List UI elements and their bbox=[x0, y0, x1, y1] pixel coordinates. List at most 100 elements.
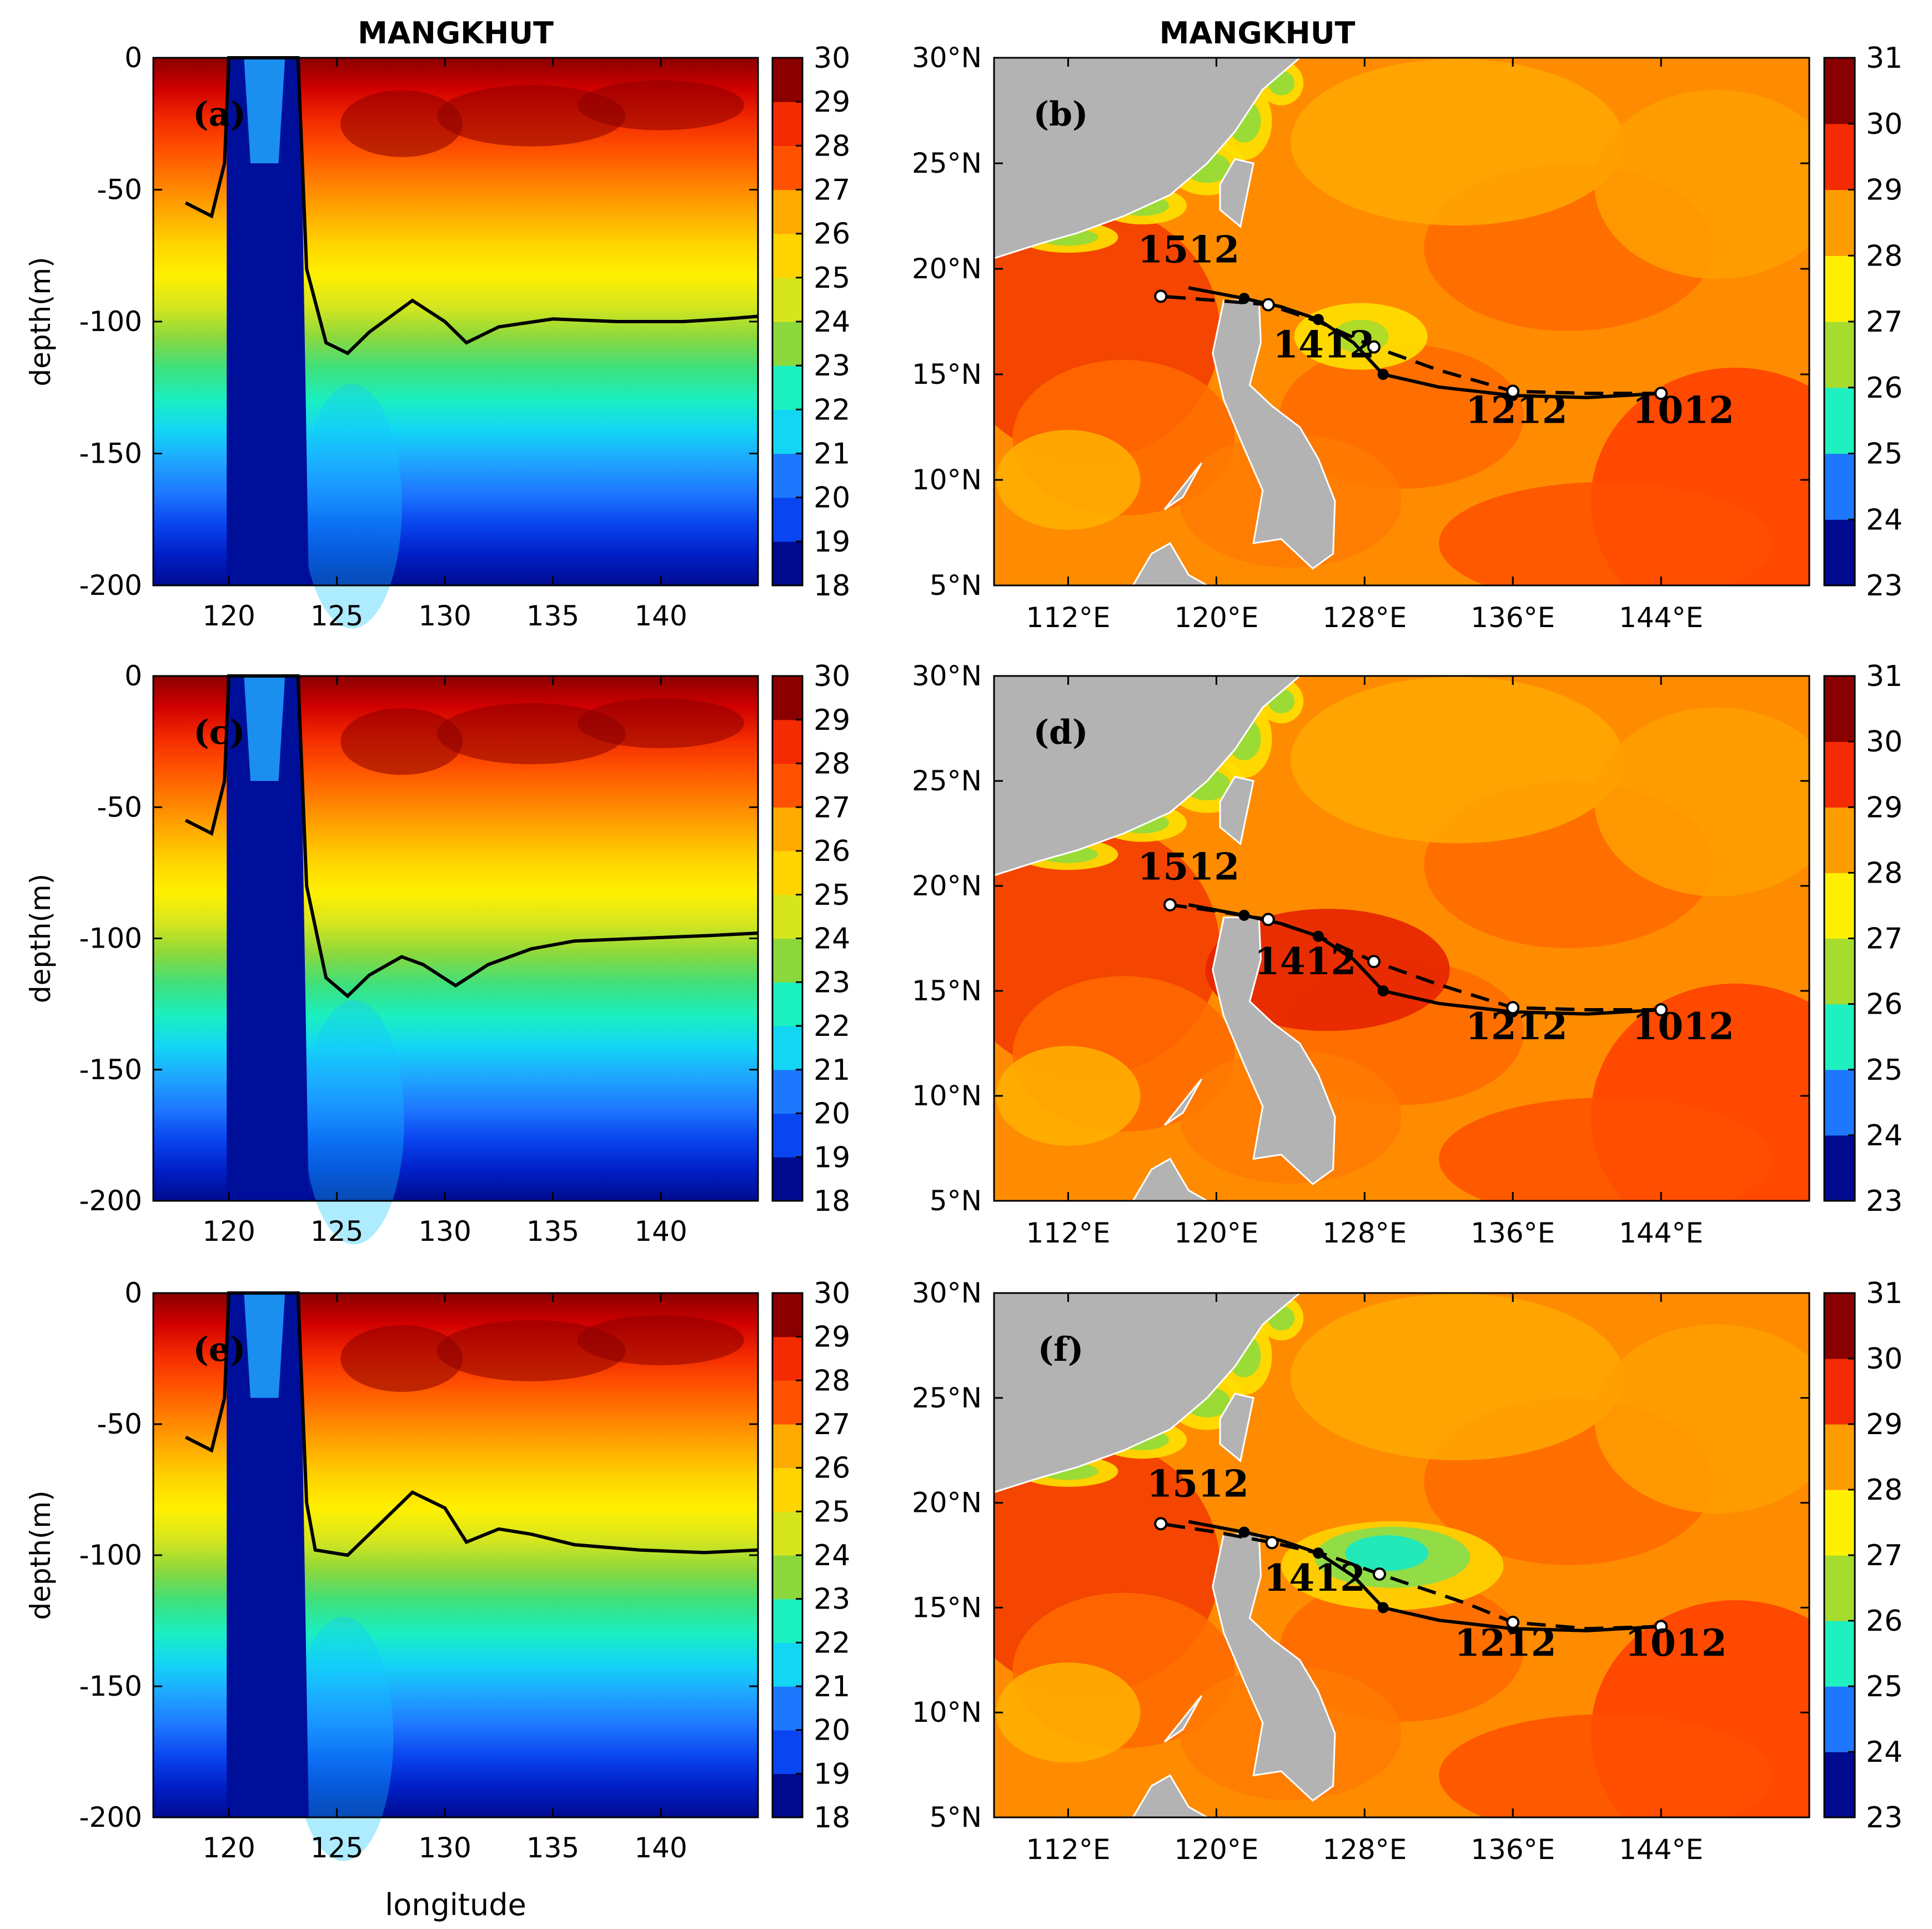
x-tick-label: 135 bbox=[526, 600, 579, 632]
model-track-point bbox=[1265, 1536, 1279, 1550]
observed-track-point bbox=[1377, 985, 1389, 996]
y-tick-label: 25°N bbox=[912, 147, 982, 179]
colorbar-band bbox=[1824, 1069, 1855, 1136]
colorbar-tick-label: 31 bbox=[1866, 1277, 1903, 1310]
colorbar-tick-label: 23 bbox=[814, 349, 850, 383]
cold-column bbox=[227, 1293, 309, 1817]
panel-label: (a) bbox=[193, 95, 246, 134]
colorbar-tick-label: 25 bbox=[1866, 438, 1903, 471]
colorbar-tick-label: 18 bbox=[814, 1801, 850, 1835]
y-tick-label: -200 bbox=[79, 569, 142, 602]
warm-core bbox=[436, 703, 626, 764]
track-date-label: 1212 bbox=[1466, 388, 1568, 432]
panel-title: MANGKHUT bbox=[1160, 16, 1356, 51]
colorbar-tick-label: 27 bbox=[814, 791, 850, 824]
y-tick-label: -50 bbox=[97, 791, 142, 823]
x-tick-label: 140 bbox=[634, 1215, 687, 1247]
x-tick-label: 120 bbox=[202, 1215, 255, 1247]
colorbar-band bbox=[772, 1730, 802, 1774]
colorbar-tick-label: 31 bbox=[1866, 42, 1903, 75]
colorbar-band bbox=[1824, 873, 1855, 939]
colorbar-tick-label: 28 bbox=[814, 129, 850, 163]
colorbar: 30 29 28 27 26 25 24 23 22 21 20 19 18 bbox=[771, 660, 850, 1218]
sst-patch bbox=[1439, 1714, 1772, 1817]
colorbar-tick-label: 22 bbox=[814, 393, 850, 427]
colorbar-tick-label: 24 bbox=[814, 923, 850, 956]
colorbar-tick-label: 28 bbox=[814, 1364, 850, 1397]
colorbar-band bbox=[1824, 58, 1855, 124]
map-body: 1512 1412 1212 1012 bbox=[994, 58, 1809, 585]
colorbar-tick-label: 25 bbox=[814, 879, 850, 912]
sst-patch bbox=[1439, 1098, 1772, 1201]
colorbar-band bbox=[772, 1336, 802, 1381]
colorbar-tick-label: 24 bbox=[1866, 1736, 1903, 1769]
panel-label: (b) bbox=[1033, 95, 1088, 134]
panel-title: MANGKHUT bbox=[358, 16, 554, 51]
x-tick-label: 112°E bbox=[1026, 602, 1110, 634]
colorbar-band bbox=[772, 719, 802, 764]
colorbar-band bbox=[1824, 123, 1855, 191]
colorbar-band bbox=[772, 541, 802, 586]
map-body: 1512 1412 1212 1012 bbox=[994, 1293, 1809, 1817]
sst-patch bbox=[1205, 909, 1450, 1031]
colorbar-tick-label: 26 bbox=[814, 835, 850, 868]
y-tick-label: 10°N bbox=[912, 1080, 982, 1112]
y-tick-label: -100 bbox=[79, 305, 142, 338]
map-body: 1512 1412 1212 1012 bbox=[994, 676, 1809, 1201]
y-tick-label: 20°N bbox=[912, 253, 982, 285]
colorbar-tick-label: 25 bbox=[1866, 1670, 1903, 1703]
x-tick-label: 140 bbox=[634, 600, 687, 632]
colorbar-band bbox=[1824, 1293, 1855, 1359]
colorbar: 31 30 29 28 27 26 25 24 23 bbox=[1823, 1277, 1903, 1835]
colorbar-band bbox=[772, 409, 802, 454]
land-philippines bbox=[1212, 1533, 1336, 1802]
track-date-label: 1012 bbox=[1632, 388, 1734, 432]
colorbar-band bbox=[772, 365, 802, 410]
y-tick-label: 30°N bbox=[912, 1277, 982, 1309]
cold-dome bbox=[304, 1000, 404, 1245]
sst-patch bbox=[1291, 1294, 1624, 1461]
land-palawan bbox=[1163, 462, 1203, 510]
model-track-point bbox=[1367, 340, 1381, 354]
land-china bbox=[994, 676, 1301, 876]
land-china bbox=[994, 1293, 1301, 1494]
cold-column bbox=[227, 58, 309, 585]
panel-label: (d) bbox=[1033, 713, 1088, 752]
model-track-point bbox=[1506, 1001, 1520, 1015]
model-track-point bbox=[1261, 913, 1275, 926]
observed-track-point bbox=[1377, 369, 1389, 380]
colorbar-tick-label: 22 bbox=[814, 1626, 850, 1660]
x-axis-label: longitude bbox=[385, 1887, 526, 1922]
colorbar-band bbox=[1824, 1135, 1855, 1201]
colorbar: 31 30 29 28 27 26 25 24 23 bbox=[1823, 660, 1903, 1218]
surface-mixing bbox=[244, 1293, 285, 1398]
sst-patch bbox=[996, 1046, 1141, 1146]
y-tick-label: 20°N bbox=[912, 870, 982, 902]
colorbar-band bbox=[772, 1380, 802, 1425]
colorbar-tick-label: 21 bbox=[814, 438, 850, 471]
colorbar-tick-label: 30 bbox=[814, 42, 850, 75]
sst-patch bbox=[1594, 707, 1809, 896]
colorbar-tick-label: 27 bbox=[1866, 1539, 1903, 1572]
colorbar-band bbox=[772, 146, 802, 191]
colorbar-band bbox=[772, 1467, 802, 1512]
y-tick-label: 25°N bbox=[912, 1382, 982, 1414]
colorbar-tick-label: 23 bbox=[1866, 1185, 1903, 1218]
colorbar-tick-label: 28 bbox=[1866, 1474, 1903, 1507]
y-axis-label: depth(m) bbox=[24, 257, 57, 386]
y-tick-label: 15°N bbox=[912, 975, 982, 1007]
y-tick-label: 20°N bbox=[912, 1487, 982, 1519]
colorbar-band bbox=[1824, 741, 1855, 808]
y-tick-label: 10°N bbox=[912, 1696, 982, 1728]
colorbar-band bbox=[1824, 1004, 1855, 1070]
colorbar-band bbox=[772, 102, 802, 146]
warm-core bbox=[577, 80, 744, 131]
colorbar-tick-label: 26 bbox=[1866, 372, 1903, 405]
colorbar-tick-label: 20 bbox=[814, 1098, 850, 1131]
colorbar-band bbox=[772, 497, 802, 542]
colorbar-band bbox=[772, 1157, 802, 1201]
colorbar-tick-label: 22 bbox=[814, 1010, 850, 1043]
plot-frame bbox=[993, 57, 1810, 587]
x-tick-label: 120°E bbox=[1174, 1833, 1258, 1866]
